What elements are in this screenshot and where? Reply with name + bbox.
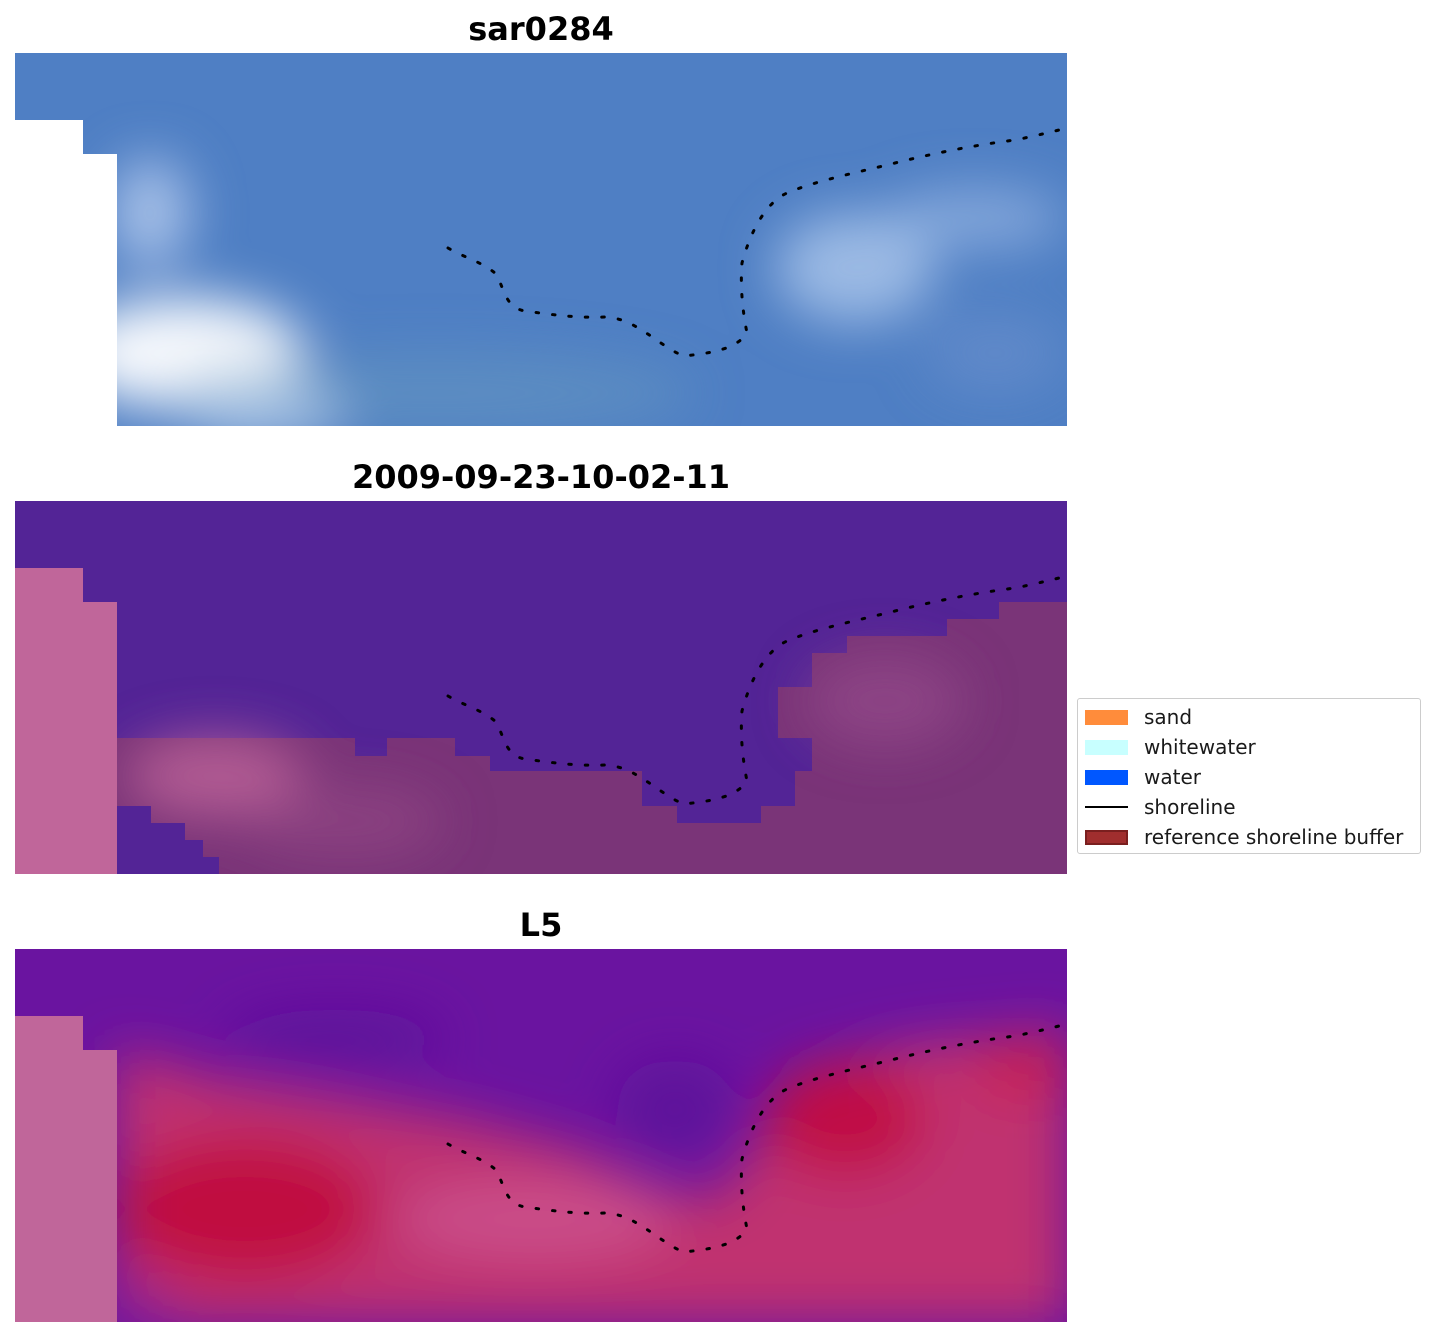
legend-label: whitewater xyxy=(1144,735,1256,759)
rgb-image xyxy=(15,53,1067,426)
reference-shoreline-buffer xyxy=(15,1016,117,1322)
whitewater-swatch xyxy=(1085,739,1128,755)
legend-label: reference shoreline buffer xyxy=(1144,825,1404,849)
classification-image xyxy=(15,501,1067,874)
legend-item-whitewater: whitewater xyxy=(1085,735,1256,759)
rgb-image-panel xyxy=(15,53,1067,426)
legend-label: sand xyxy=(1144,705,1193,729)
panel-title-rgb: sar0284 xyxy=(468,10,614,48)
water-swatch xyxy=(1085,769,1128,785)
classification-image-panel xyxy=(15,501,1067,874)
legend-item-sand: sand xyxy=(1085,705,1193,729)
legend-label: water xyxy=(1144,765,1201,789)
no-data-region xyxy=(15,120,117,426)
legend-item-water: water xyxy=(1085,765,1201,789)
legend-label: shoreline xyxy=(1144,795,1236,819)
index-image xyxy=(15,949,1067,1322)
index-image-panel xyxy=(15,949,1067,1322)
panel-title-index: L5 xyxy=(519,906,563,944)
legend-item-shoreline: shoreline xyxy=(1085,795,1236,819)
sand-swatch xyxy=(1085,709,1128,725)
panel-title-classification: 2009-09-23-10-02-11 xyxy=(351,458,731,496)
legend: sand whitewater water shoreline referenc… xyxy=(1077,698,1421,854)
shoreline-line xyxy=(1085,806,1128,808)
reference-buffer-swatch xyxy=(1085,829,1128,845)
legend-item-reference-shoreline-buffer: reference shoreline buffer xyxy=(1085,825,1404,849)
reference-shoreline-buffer xyxy=(15,568,117,874)
